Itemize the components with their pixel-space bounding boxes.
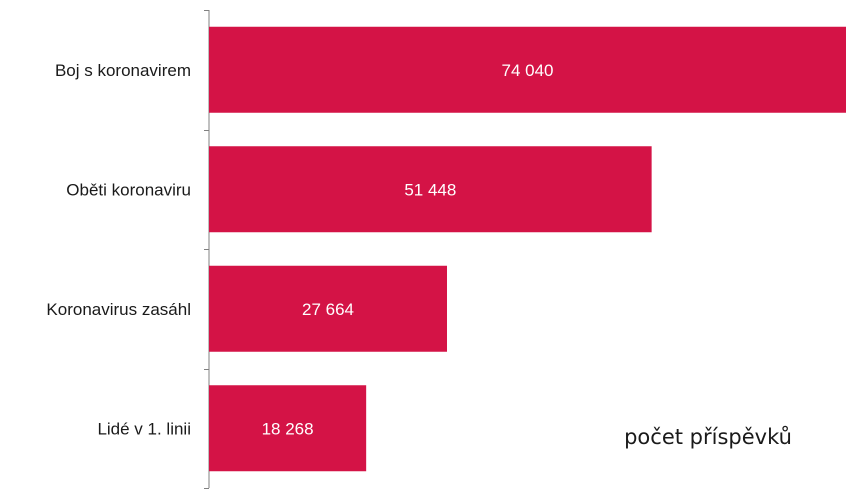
y-axis [204, 10, 210, 489]
data-label: 51 448 [404, 180, 456, 199]
bar [209, 26, 846, 113]
category-label: Lidé v 1. linii [97, 419, 191, 438]
category-label: Oběti koronaviru [66, 180, 191, 199]
bar [209, 265, 448, 352]
data-label: 74 040 [502, 61, 554, 80]
legend-label: počet příspěvků [624, 425, 792, 449]
bar [209, 146, 652, 233]
bars: 74 040 51 448 27 664 18 268 [209, 26, 846, 472]
category-labels: Boj s koronavirem Oběti koronaviru Koronav… [46, 61, 191, 439]
category-label: Boj s koronavirem [55, 61, 191, 80]
category-label: Koronavirus zasáhl [46, 300, 191, 319]
data-label: 27 664 [302, 300, 354, 319]
bar [209, 385, 367, 472]
data-label: 18 268 [262, 419, 314, 438]
